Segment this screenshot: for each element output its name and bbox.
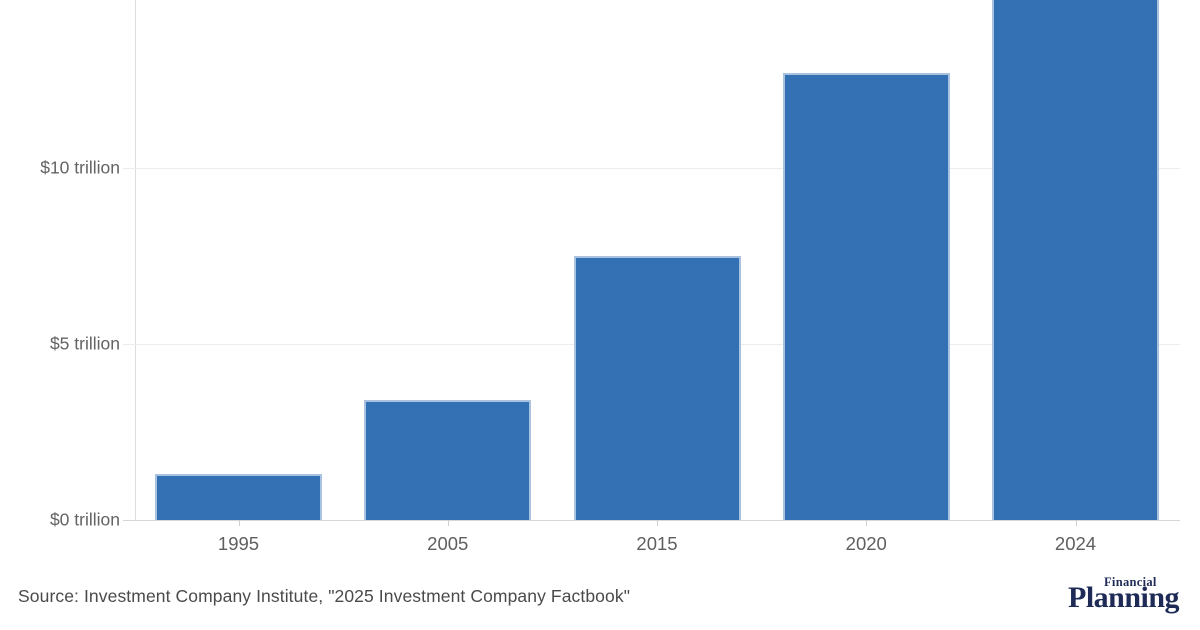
bar-2020 bbox=[782, 72, 950, 520]
logo-text-planning: Planning bbox=[1068, 581, 1180, 614]
bar-2015 bbox=[573, 256, 741, 520]
bar-2024 bbox=[992, 0, 1159, 520]
gridline-10-trillion bbox=[123, 168, 1180, 169]
x-tick-2024 bbox=[1075, 520, 1077, 526]
gridline-0-trillion bbox=[123, 520, 1180, 521]
bar-plot-area bbox=[135, 0, 1180, 520]
x-tick-label-1995: 1995 bbox=[217, 533, 260, 554]
bar-2005 bbox=[364, 400, 532, 520]
x-tick-2005 bbox=[447, 520, 449, 526]
x-tick-label-2015: 2015 bbox=[636, 533, 678, 554]
bar-1995 bbox=[155, 474, 322, 520]
x-tick-2020 bbox=[866, 520, 868, 526]
financial-planning-logo: Financial Planning bbox=[1068, 570, 1180, 614]
x-tick-label-2024: 2024 bbox=[1054, 533, 1097, 554]
y-axis-line bbox=[135, 0, 136, 520]
x-tick-2015 bbox=[657, 520, 658, 526]
x-tick-1995 bbox=[238, 520, 240, 526]
logo-text-financial: Financial bbox=[1104, 575, 1157, 589]
source-attribution: Source: Investment Company Institute, "2… bbox=[18, 586, 631, 606]
x-tick-label-2005: 2005 bbox=[427, 533, 469, 554]
y-tick-label-0-trillion: $0 trillion bbox=[49, 509, 120, 530]
y-tick-label-10-trillion: $10 trillion bbox=[40, 157, 120, 178]
x-tick-label-2020: 2020 bbox=[845, 533, 887, 554]
y-tick-label-5-trillion: $5 trillion bbox=[49, 333, 120, 354]
